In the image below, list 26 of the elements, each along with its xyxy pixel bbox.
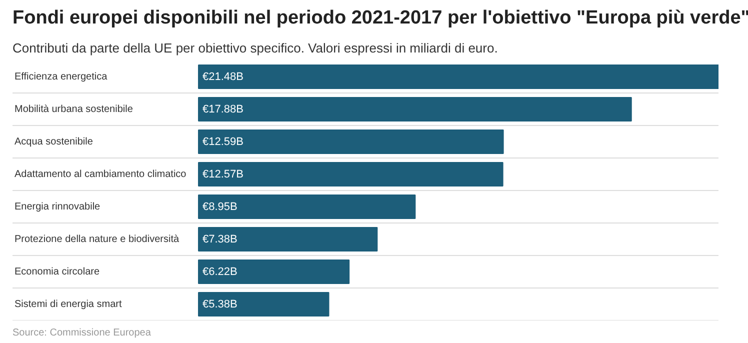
bar [198, 227, 378, 252]
data-label: €7.38B [202, 233, 238, 246]
y-tick-label: Adattamento al cambiamento climatico [14, 168, 187, 180]
data-label: €12.57B [202, 168, 244, 180]
data-label: €5.38B [202, 298, 238, 310]
bar [198, 260, 350, 284]
data-label: €21.48B [202, 70, 244, 83]
data-label: €8.95B [202, 200, 238, 213]
y-tick-label: Mobilità urbana sostenibile [14, 104, 134, 115]
bar [198, 292, 330, 316]
data-label: €6.22B [202, 266, 238, 278]
y-tick-label: Sistemi di energia smart [14, 298, 122, 310]
source-note: Source: Commissione Europea [12, 328, 152, 338]
bar [198, 162, 504, 186]
y-tick-label: Efficienza energetica [14, 71, 108, 82]
bar [198, 130, 504, 154]
bar [198, 64, 718, 89]
y-tick-label: Energia rinnovabile [14, 201, 101, 212]
y-tick-label: Protezione della nature e biodiversità [14, 234, 180, 245]
data-label: €17.88B [202, 103, 244, 116]
chart-subtitle: Contributi da parte della UE per obiettivo specifico. Valori espressi in miliardi di euro. [12, 40, 498, 56]
bar [198, 194, 416, 219]
y-tick-label: Economia circolare [14, 266, 100, 278]
bar [198, 97, 632, 122]
y-tick-label: Acqua sostenibile [14, 136, 94, 148]
data-label: €12.59B [202, 136, 244, 148]
